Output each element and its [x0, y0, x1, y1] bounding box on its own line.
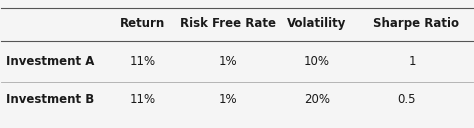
- Text: Return: Return: [120, 17, 165, 30]
- Text: 20%: 20%: [304, 93, 330, 106]
- Text: Volatility: Volatility: [287, 17, 347, 30]
- Text: 10%: 10%: [304, 55, 330, 68]
- Text: 11%: 11%: [130, 55, 156, 68]
- Text: 11%: 11%: [130, 93, 156, 106]
- Text: Sharpe Ratio: Sharpe Ratio: [373, 17, 459, 30]
- Text: 1%: 1%: [218, 55, 237, 68]
- Text: Investment A: Investment A: [6, 55, 94, 68]
- Text: 1: 1: [409, 55, 416, 68]
- Text: 0.5: 0.5: [398, 93, 416, 106]
- Text: 1%: 1%: [218, 93, 237, 106]
- Text: Investment B: Investment B: [6, 93, 94, 106]
- Text: Risk Free Rate: Risk Free Rate: [180, 17, 275, 30]
